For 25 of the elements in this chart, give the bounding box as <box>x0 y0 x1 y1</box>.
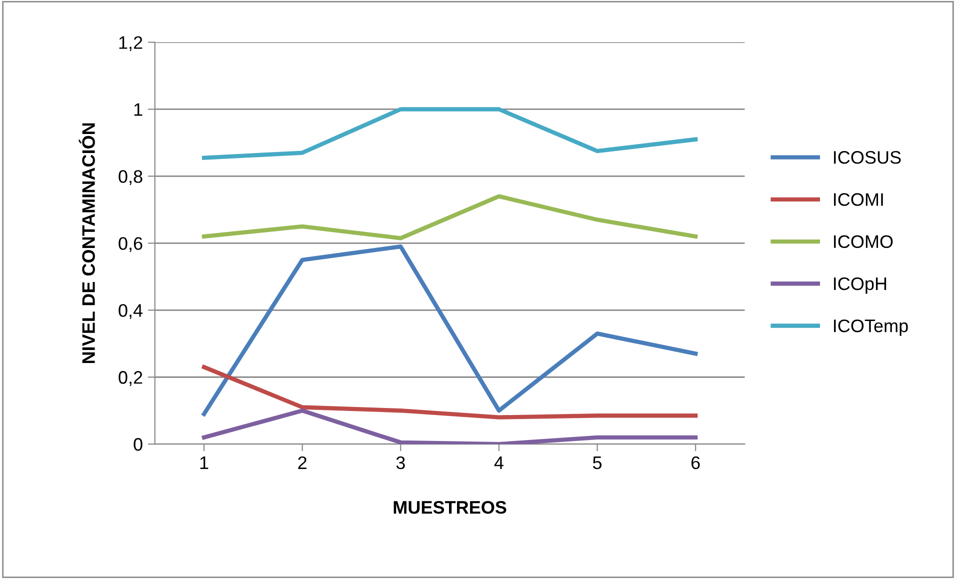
y-tick-label: 1 <box>134 103 142 116</box>
line-series <box>202 107 698 160</box>
legend-label: ICOpH <box>834 277 886 294</box>
legend-label: ICOSUS <box>834 151 901 164</box>
y-tick-label: 1,2 <box>119 36 142 52</box>
y-axis-title: NIVEL DE CONTAMINACIÓN <box>78 123 95 364</box>
line-series <box>202 194 698 240</box>
y-tick-label: 0,4 <box>118 304 143 320</box>
line-series <box>202 364 698 420</box>
x-tick-label: 2 <box>298 456 306 469</box>
y-tick-label: 0,2 <box>118 371 142 386</box>
legend-label: ICOMO <box>834 235 893 248</box>
x-tick-label: 1 <box>200 456 208 469</box>
line-series <box>202 408 698 444</box>
x-tick-label: 5 <box>592 456 602 470</box>
x-axis-title: MUESTREOS <box>394 500 506 514</box>
y-tick-label: 0,8 <box>118 170 142 186</box>
x-tick-label: 3 <box>396 456 405 470</box>
x-tick-label: 6 <box>691 456 700 470</box>
line-series <box>202 244 698 416</box>
x-tick-label: 4 <box>494 456 504 469</box>
legend-label: ICOMI <box>834 193 883 206</box>
y-tick-label: 0 <box>134 438 142 451</box>
legend-label: ICOTemp <box>834 319 908 336</box>
y-tick-label: 0,6 <box>118 237 142 252</box>
